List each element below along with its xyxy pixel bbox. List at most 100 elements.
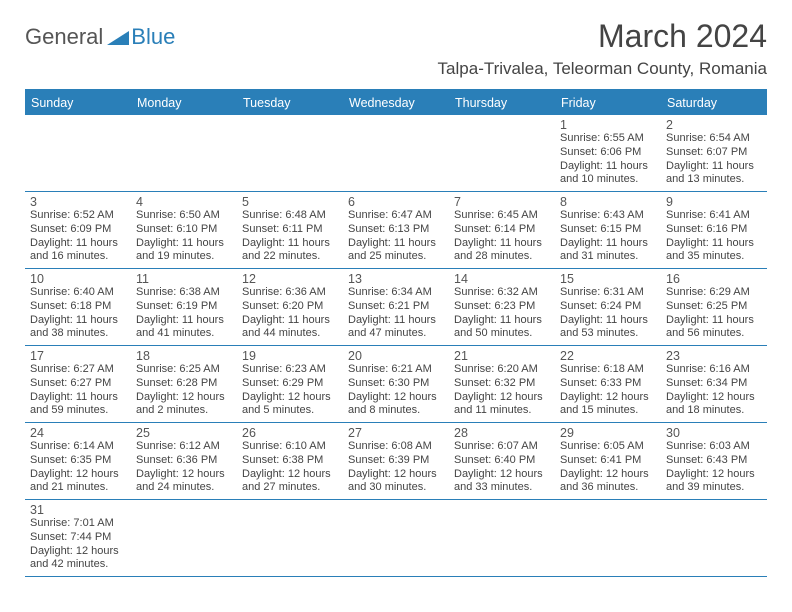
daylight-text: and 36 minutes.: [560, 481, 656, 495]
day-cell: 27Sunrise: 6:08 AMSunset: 6:39 PMDayligh…: [343, 423, 449, 499]
daylight-text: Daylight: 11 hours: [136, 314, 232, 328]
sunset-text: Sunset: 6:43 PM: [666, 454, 762, 468]
daylight-text: Daylight: 11 hours: [242, 237, 338, 251]
sunset-text: Sunset: 6:14 PM: [454, 223, 550, 237]
daylight-text: and 10 minutes.: [560, 173, 656, 187]
sunrise-text: Sunrise: 6:48 AM: [242, 209, 338, 223]
day-cell: 5Sunrise: 6:48 AMSunset: 6:11 PMDaylight…: [237, 192, 343, 268]
sunset-text: Sunset: 6:06 PM: [560, 146, 656, 160]
sunrise-text: Sunrise: 6:52 AM: [30, 209, 126, 223]
day-number: 18: [136, 349, 232, 363]
daylight-text: and 44 minutes.: [242, 327, 338, 341]
day-number: 20: [348, 349, 444, 363]
sunset-text: Sunset: 6:19 PM: [136, 300, 232, 314]
location-subtitle: Talpa-Trivalea, Teleorman County, Romani…: [438, 59, 767, 79]
day-number: 17: [30, 349, 126, 363]
day-cell-empty: [343, 500, 449, 576]
daylight-text: and 33 minutes.: [454, 481, 550, 495]
daylight-text: Daylight: 12 hours: [454, 391, 550, 405]
daylight-text: Daylight: 11 hours: [242, 314, 338, 328]
daylight-text: Daylight: 11 hours: [348, 314, 444, 328]
daylight-text: Daylight: 11 hours: [666, 160, 762, 174]
day-cell: 10Sunrise: 6:40 AMSunset: 6:18 PMDayligh…: [25, 269, 131, 345]
sunrise-text: Sunrise: 6:14 AM: [30, 440, 126, 454]
day-number: 19: [242, 349, 338, 363]
sunset-text: Sunset: 6:24 PM: [560, 300, 656, 314]
day-cell-empty: [131, 500, 237, 576]
logo-blue: Blue: [131, 24, 175, 50]
day-cell-empty: [237, 115, 343, 191]
daylight-text: and 31 minutes.: [560, 250, 656, 264]
daylight-text: Daylight: 11 hours: [666, 314, 762, 328]
sunrise-text: Sunrise: 6:29 AM: [666, 286, 762, 300]
day-cell: 6Sunrise: 6:47 AMSunset: 6:13 PMDaylight…: [343, 192, 449, 268]
day-number: 26: [242, 426, 338, 440]
daylight-text: and 39 minutes.: [666, 481, 762, 495]
sunset-text: Sunset: 6:25 PM: [666, 300, 762, 314]
daylight-text: Daylight: 11 hours: [560, 314, 656, 328]
sunset-text: Sunset: 6:39 PM: [348, 454, 444, 468]
daylight-text: Daylight: 11 hours: [136, 237, 232, 251]
weekday-header: Tuesday: [237, 91, 343, 115]
day-number: 27: [348, 426, 444, 440]
day-number: 24: [30, 426, 126, 440]
day-cell-empty: [555, 500, 661, 576]
day-cell-empty: [449, 500, 555, 576]
daylight-text: and 56 minutes.: [666, 327, 762, 341]
logo-general: General: [25, 24, 103, 50]
day-cell: 21Sunrise: 6:20 AMSunset: 6:32 PMDayligh…: [449, 346, 555, 422]
page-root: General Blue March 2024 Talpa-Trivalea, …: [0, 0, 792, 577]
generalblue-logo: General Blue: [25, 24, 175, 50]
sunset-text: Sunset: 6:23 PM: [454, 300, 550, 314]
week-row: 17Sunrise: 6:27 AMSunset: 6:27 PMDayligh…: [25, 346, 767, 423]
daylight-text: and 41 minutes.: [136, 327, 232, 341]
daylight-text: and 11 minutes.: [454, 404, 550, 418]
day-number: 29: [560, 426, 656, 440]
day-number: 4: [136, 195, 232, 209]
sunset-text: Sunset: 6:16 PM: [666, 223, 762, 237]
sunset-text: Sunset: 6:18 PM: [30, 300, 126, 314]
day-cell: 30Sunrise: 6:03 AMSunset: 6:43 PMDayligh…: [661, 423, 767, 499]
daylight-text: Daylight: 12 hours: [136, 468, 232, 482]
daylight-text: and 24 minutes.: [136, 481, 232, 495]
sunset-text: Sunset: 6:30 PM: [348, 377, 444, 391]
sunrise-text: Sunrise: 6:34 AM: [348, 286, 444, 300]
sunrise-text: Sunrise: 6:21 AM: [348, 363, 444, 377]
sunset-text: Sunset: 6:09 PM: [30, 223, 126, 237]
daylight-text: Daylight: 12 hours: [666, 468, 762, 482]
daylight-text: and 2 minutes.: [136, 404, 232, 418]
weekday-header: Saturday: [661, 91, 767, 115]
sunset-text: Sunset: 6:35 PM: [30, 454, 126, 468]
sunrise-text: Sunrise: 6:23 AM: [242, 363, 338, 377]
day-cell: 28Sunrise: 6:07 AMSunset: 6:40 PMDayligh…: [449, 423, 555, 499]
day-cell: 13Sunrise: 6:34 AMSunset: 6:21 PMDayligh…: [343, 269, 449, 345]
day-number: 31: [30, 503, 126, 517]
sunrise-text: Sunrise: 6:55 AM: [560, 132, 656, 146]
day-cell: 8Sunrise: 6:43 AMSunset: 6:15 PMDaylight…: [555, 192, 661, 268]
daylight-text: and 47 minutes.: [348, 327, 444, 341]
page-header: General Blue March 2024 Talpa-Trivalea, …: [25, 18, 767, 79]
daylight-text: Daylight: 12 hours: [348, 391, 444, 405]
sunrise-text: Sunrise: 6:08 AM: [348, 440, 444, 454]
sunrise-text: Sunrise: 6:45 AM: [454, 209, 550, 223]
week-row: 3Sunrise: 6:52 AMSunset: 6:09 PMDaylight…: [25, 192, 767, 269]
daylight-text: Daylight: 12 hours: [30, 468, 126, 482]
day-cell: 9Sunrise: 6:41 AMSunset: 6:16 PMDaylight…: [661, 192, 767, 268]
sunset-text: Sunset: 6:10 PM: [136, 223, 232, 237]
day-number: 16: [666, 272, 762, 286]
daylight-text: and 42 minutes.: [30, 558, 126, 572]
sunrise-text: Sunrise: 6:18 AM: [560, 363, 656, 377]
daylight-text: Daylight: 12 hours: [242, 391, 338, 405]
day-number: 28: [454, 426, 550, 440]
sunset-text: Sunset: 6:34 PM: [666, 377, 762, 391]
daylight-text: Daylight: 12 hours: [560, 468, 656, 482]
sunrise-text: Sunrise: 6:25 AM: [136, 363, 232, 377]
weekday-header-row: SundayMondayTuesdayWednesdayThursdayFrid…: [25, 91, 767, 115]
week-row: 24Sunrise: 6:14 AMSunset: 6:35 PMDayligh…: [25, 423, 767, 500]
daylight-text: Daylight: 11 hours: [348, 237, 444, 251]
daylight-text: and 25 minutes.: [348, 250, 444, 264]
day-number: 5: [242, 195, 338, 209]
day-cell: 18Sunrise: 6:25 AMSunset: 6:28 PMDayligh…: [131, 346, 237, 422]
daylight-text: Daylight: 11 hours: [560, 237, 656, 251]
sunrise-text: Sunrise: 6:12 AM: [136, 440, 232, 454]
